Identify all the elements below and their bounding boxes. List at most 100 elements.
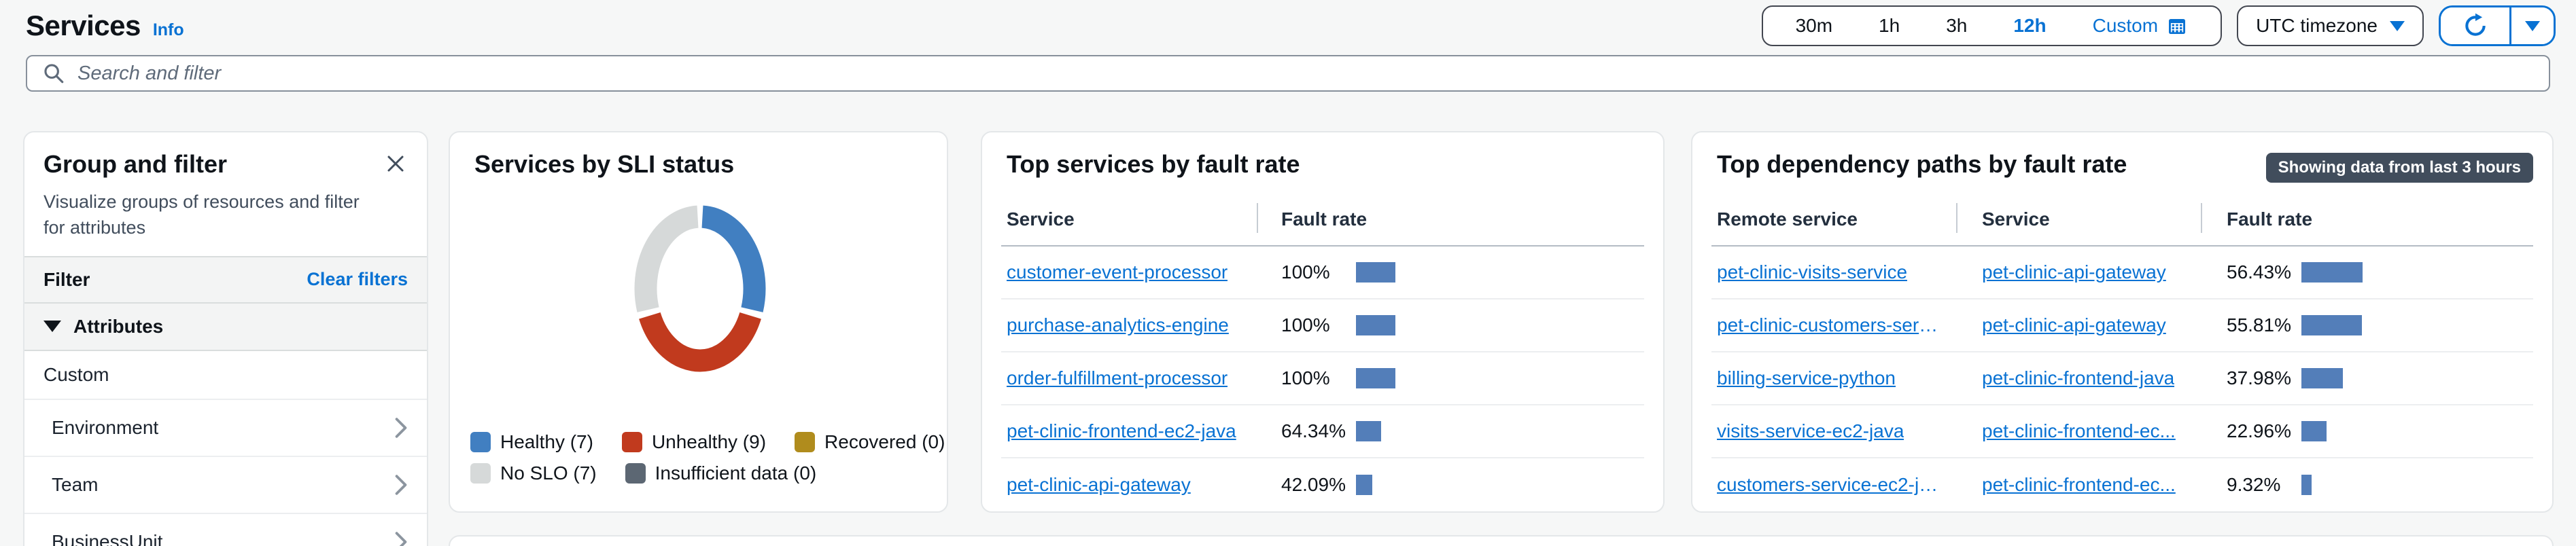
service-link[interactable]: pet-clinic-frontend-ec2-java: [1007, 420, 1236, 442]
fault-rate-bar: [1356, 368, 1395, 388]
attribute-item-environment[interactable]: Environment: [24, 400, 427, 457]
service-link[interactable]: billing-service-python: [1717, 367, 1896, 389]
fault-rate-value: 100%: [1281, 367, 1330, 388]
time-range-label: 3h: [1946, 15, 1968, 36]
info-link[interactable]: Info: [152, 20, 184, 39]
card-title: Services by SLI status: [474, 150, 735, 178]
fault-rate-bar: [2301, 475, 2312, 495]
search-bar: [26, 55, 2550, 92]
chevron-down-icon: [2390, 20, 2405, 31]
attributes-section-header[interactable]: Attributes: [24, 303, 427, 351]
sli-donut-chart[interactable]: [450, 187, 950, 424]
search-icon: [44, 64, 64, 84]
attribute-item-label: Team: [52, 473, 99, 495]
service-link-text: pet-clinic-frontend-ec2-java: [1007, 420, 1236, 441]
column-header-remote-service: Remote service: [1717, 208, 1858, 230]
legend-swatch: [621, 432, 642, 452]
refresh-icon: [2465, 13, 2486, 36]
panel-header: Group and filter Visualize groups of res…: [24, 132, 427, 241]
refresh-options-button[interactable]: [2511, 7, 2554, 44]
table-row: customers-service-ec2-java pet-clinic-fro…: [1711, 458, 2533, 511]
time-range-3h[interactable]: 3h: [1923, 15, 1990, 37]
chevron-right-icon: [395, 417, 407, 438]
legend-item[interactable]: Insufficient data (0): [625, 462, 816, 484]
legend-item[interactable]: No SLO (7): [470, 462, 597, 484]
search-input[interactable]: [77, 62, 2534, 85]
chart-legend: Healthy (7) Unhealthy (9) Recovered (0) No …: [470, 431, 945, 484]
legend-swatch: [795, 432, 816, 452]
card-title: Top dependency paths by fault rate: [1717, 150, 2127, 178]
legend-label: No SLO (7): [500, 462, 597, 484]
bottom-card-partial: [449, 535, 2554, 546]
fault-rate-bar: [2301, 421, 2327, 441]
table-row: pet-clinic-frontend-ec2-java 64.34%: [1001, 405, 1644, 458]
legend-item[interactable]: Unhealthy (9): [621, 431, 766, 453]
time-range-group: 30m 1h 3h 12h Custom: [1761, 5, 2223, 46]
refresh-button[interactable]: [2441, 7, 2511, 44]
table-row: customer-event-processor 100%: [1001, 247, 1644, 299]
header-toolbar: 30m 1h 3h 12h Custom UTC timezone: [1761, 5, 2556, 46]
donut-segment-no-slo[interactable]: [634, 205, 699, 312]
service-link[interactable]: pet-clinic-frontend-ec...: [1982, 420, 2176, 442]
legend-label: Healthy (7): [500, 431, 593, 452]
time-range-30m[interactable]: 30m: [1773, 15, 1856, 37]
time-range-custom[interactable]: Custom: [2070, 15, 2211, 37]
refresh-button-group: [2439, 5, 2556, 46]
service-link[interactable]: customer-event-processor: [1007, 261, 1228, 283]
service-link[interactable]: pet-clinic-api-gateway: [1982, 261, 2166, 283]
fault-rate-value: 100%: [1281, 314, 1330, 335]
filter-label: Filter: [43, 268, 90, 290]
fault-rate-bar: [2301, 315, 2362, 335]
service-link[interactable]: order-fulfillment-processor: [1007, 367, 1228, 389]
fault-rate-value: 55.81%: [2227, 314, 2291, 335]
column-header-service: Service: [1007, 208, 1075, 230]
top-dependency-card: Top dependency paths by fault rate Showi…: [1691, 131, 2554, 513]
service-link[interactable]: pet-clinic-visits-service: [1717, 261, 1907, 283]
service-link[interactable]: pet-clinic-api-gateway: [1982, 314, 2166, 336]
attribute-item-label: Environment: [52, 416, 159, 438]
attributes-list: Custom Environment Team BusinessUnit: [24, 351, 427, 546]
service-link[interactable]: pet-clinic-frontend-ec...: [1982, 474, 2176, 496]
triangle-down-icon: [43, 321, 61, 333]
donut-segment-unhealthy[interactable]: [639, 312, 761, 372]
calendar-icon: [2169, 19, 2186, 34]
time-range-12h[interactable]: 12h: [1990, 15, 2069, 37]
time-range-1h[interactable]: 1h: [1856, 15, 1923, 37]
service-link-text: pet-clinic-frontend-ec...: [1982, 474, 2176, 495]
fault-rate-value: 100%: [1281, 261, 1330, 283]
service-link-text: pet-clinic-frontend-java: [1982, 367, 2175, 388]
service-link[interactable]: pet-clinic-api-gateway: [1007, 474, 1191, 496]
service-link-text: pet-clinic-customers-serv...: [1717, 314, 1941, 335]
service-link[interactable]: visits-service-ec2-java: [1717, 420, 1904, 442]
legend-swatch: [470, 463, 491, 484]
legend-label: Recovered (0): [824, 431, 945, 452]
card-title: Top services by fault rate: [1007, 150, 1300, 178]
group-and-filter-panel: Group and filter Visualize groups of res…: [23, 131, 428, 546]
header-rule: [1711, 245, 2533, 247]
attribute-item-team[interactable]: Team: [24, 457, 427, 514]
donut-segment-healthy[interactable]: [701, 205, 766, 312]
close-button[interactable]: [381, 149, 411, 179]
clear-filters-link[interactable]: Clear filters: [307, 269, 408, 290]
service-link[interactable]: purchase-analytics-engine: [1007, 314, 1229, 336]
legend-row: Healthy (7) Unhealthy (9) Recovered (0): [470, 431, 945, 453]
legend-item[interactable]: Recovered (0): [795, 431, 945, 453]
service-link[interactable]: pet-clinic-customers-serv...: [1717, 314, 1941, 336]
attribute-item-businessunit[interactable]: BusinessUnit: [24, 514, 427, 546]
attribute-item-custom[interactable]: Custom: [24, 351, 427, 400]
service-link-text: pet-clinic-api-gateway: [1007, 474, 1191, 495]
legend-item[interactable]: Healthy (7): [470, 431, 593, 453]
time-range-label: Custom: [2092, 15, 2159, 36]
fault-rate-bar: [1356, 421, 1381, 441]
fault-rate-bar: [1356, 475, 1372, 495]
table-row: billing-service-python pet-clinic-fronten…: [1711, 352, 2533, 405]
timezone-button[interactable]: UTC timezone: [2237, 5, 2424, 46]
table-row: purchase-analytics-engine 100%: [1001, 299, 1644, 352]
service-link[interactable]: pet-clinic-frontend-java: [1982, 367, 2174, 389]
legend-swatch: [625, 463, 646, 484]
fault-rate-value: 42.09%: [1281, 474, 1346, 495]
fault-rate-bar: [1356, 315, 1395, 335]
service-link-text: customer-event-processor: [1007, 261, 1228, 283]
service-link[interactable]: customers-service-ec2-java: [1717, 474, 1941, 496]
time-range-label: 1h: [1879, 15, 1900, 36]
